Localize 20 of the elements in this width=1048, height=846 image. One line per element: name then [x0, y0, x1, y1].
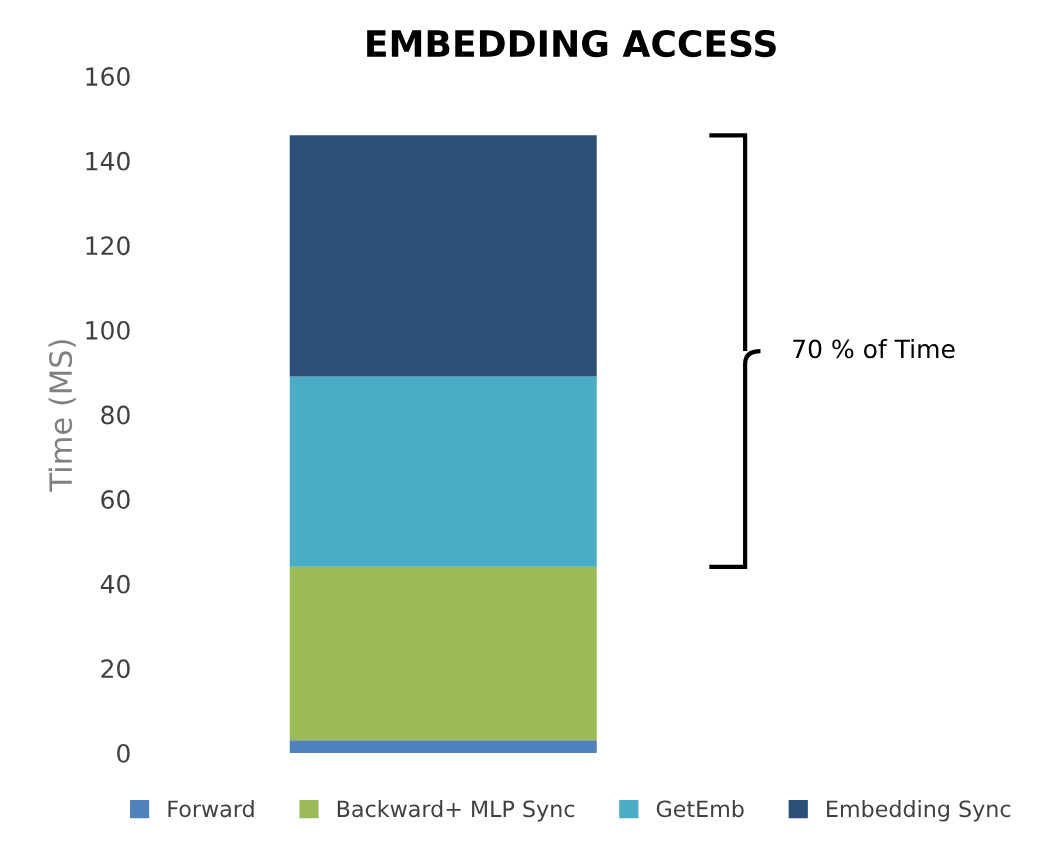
chart-title: EMBEDDING ACCESS	[367, 29, 776, 58]
y-tick-label: 140	[86, 151, 130, 171]
y-tick-label: 0	[117, 743, 130, 763]
legend-label: Forward	[168, 800, 254, 818]
y-tick-label: 80	[101, 405, 130, 425]
legend-label: Embedding Sync	[827, 800, 1011, 822]
y-tick-label: 20	[101, 659, 130, 679]
bar	[289, 376, 597, 567]
bar	[289, 740, 597, 753]
legend-label: Backward+ MLP Sync	[337, 800, 575, 822]
text: 70 % of Time	[793, 338, 955, 359]
y-tick-label: 100	[86, 320, 130, 340]
y-tick-label: 60	[101, 490, 130, 509]
bar	[289, 566, 597, 741]
y-axis-title: Time (MS)	[48, 340, 76, 492]
y-tick-label: 40	[100, 574, 130, 594]
bar	[289, 135, 597, 377]
legend-label: GetEmb	[656, 800, 744, 818]
y-tick-label: 120	[86, 236, 130, 256]
y-tick-label: 160	[86, 67, 130, 86]
